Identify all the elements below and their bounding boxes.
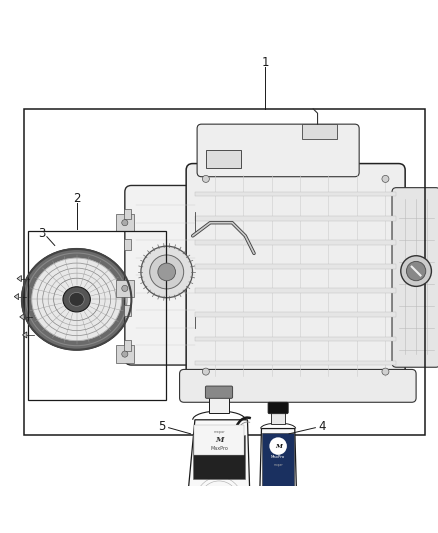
Ellipse shape: [69, 293, 84, 306]
Text: 4: 4: [318, 420, 326, 433]
Text: M: M: [215, 435, 223, 443]
Polygon shape: [20, 314, 24, 320]
FancyBboxPatch shape: [197, 124, 359, 177]
Bar: [195, 240, 396, 245]
Bar: [124, 239, 131, 250]
Circle shape: [382, 175, 389, 182]
FancyBboxPatch shape: [392, 188, 438, 367]
Bar: [195, 361, 396, 365]
Circle shape: [150, 255, 184, 289]
Circle shape: [122, 285, 128, 292]
Text: MaxPro: MaxPro: [210, 446, 228, 451]
Bar: [195, 336, 396, 341]
Ellipse shape: [32, 258, 122, 341]
Bar: [302, 124, 337, 140]
Bar: [116, 214, 134, 231]
Bar: [116, 280, 134, 297]
Circle shape: [406, 261, 426, 281]
Text: 1: 1: [261, 56, 269, 69]
Circle shape: [382, 368, 389, 375]
Text: 3: 3: [38, 227, 45, 240]
FancyBboxPatch shape: [180, 369, 416, 402]
Circle shape: [122, 351, 128, 357]
Bar: [195, 192, 396, 197]
FancyBboxPatch shape: [205, 386, 233, 398]
FancyBboxPatch shape: [125, 185, 206, 365]
Bar: [24, 109, 425, 435]
Ellipse shape: [22, 249, 131, 350]
Bar: [206, 150, 241, 168]
Bar: [195, 216, 396, 221]
Bar: [271, 411, 285, 424]
Bar: [116, 345, 134, 363]
Bar: [193, 435, 245, 479]
Text: 2: 2: [73, 192, 81, 205]
Polygon shape: [17, 276, 21, 281]
Bar: [194, 425, 244, 455]
Polygon shape: [188, 420, 250, 490]
Bar: [124, 209, 131, 219]
Bar: [124, 340, 131, 351]
Circle shape: [202, 368, 209, 375]
Bar: [209, 395, 229, 413]
Bar: [124, 305, 131, 316]
Polygon shape: [22, 332, 27, 338]
FancyBboxPatch shape: [186, 164, 405, 387]
Circle shape: [122, 220, 128, 226]
Ellipse shape: [63, 287, 90, 312]
FancyBboxPatch shape: [268, 402, 288, 414]
Bar: [195, 264, 396, 269]
Polygon shape: [260, 429, 297, 494]
Bar: [195, 312, 396, 317]
Bar: [195, 288, 396, 293]
Ellipse shape: [269, 437, 287, 455]
Circle shape: [401, 256, 431, 286]
Text: M: M: [275, 443, 282, 449]
Circle shape: [158, 263, 176, 281]
Ellipse shape: [22, 249, 131, 350]
Circle shape: [202, 175, 209, 182]
Text: 5: 5: [159, 420, 166, 433]
Text: mopar: mopar: [213, 430, 225, 434]
Circle shape: [141, 246, 193, 298]
Polygon shape: [14, 294, 18, 300]
Bar: [262, 433, 294, 486]
Bar: [28, 231, 166, 400]
Text: MaxPro: MaxPro: [271, 455, 285, 459]
Text: mopar: mopar: [273, 463, 283, 467]
